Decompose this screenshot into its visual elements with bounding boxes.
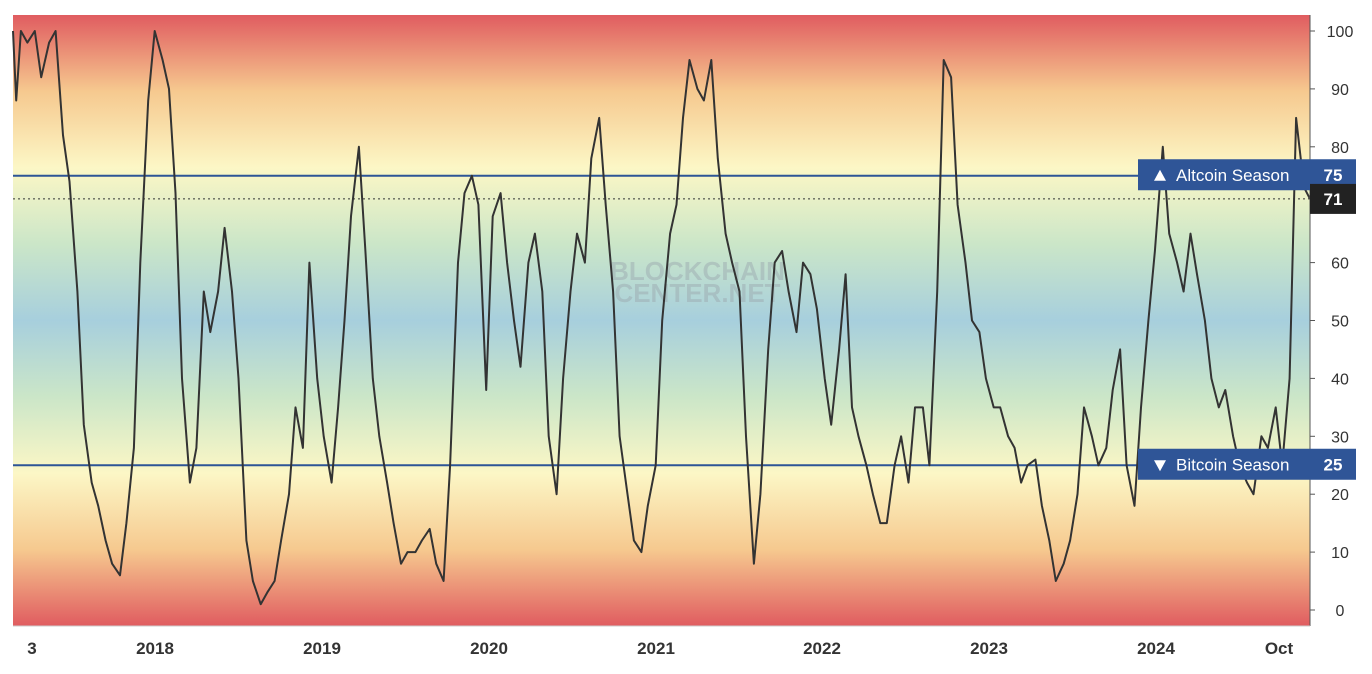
y-axis: 1009080706050403020100 (1310, 24, 1353, 620)
y-tick-label: 50 (1331, 314, 1349, 331)
x-axis: 3 2018 2019 2020 2021 2022 2023 2024 Oct (27, 639, 1293, 658)
x-tick-label: Oct (1265, 639, 1294, 658)
current-value-box (1310, 183, 1356, 214)
bitcoin-season-label-box (1138, 448, 1310, 480)
current-value-label: 71 (1324, 190, 1343, 209)
x-tick-label: 2024 (1137, 639, 1175, 658)
x-tick-label: 2021 (637, 639, 675, 658)
watermark-line-2: CENTER.NET (614, 278, 780, 308)
bitcoin-season-tag: Bitcoin Season 25 (1138, 448, 1356, 480)
x-tick-label: 2018 (136, 639, 174, 658)
y-tick-label: 90 (1331, 82, 1349, 99)
x-tick-label: 2023 (970, 639, 1008, 658)
series-line (12, 30, 1311, 606)
bitcoin-season-label: Bitcoin Season (1176, 455, 1289, 474)
altcoin-season-value: 75 (1324, 166, 1343, 185)
y-tick-label: 100 (1327, 24, 1354, 41)
x-tick-label: 2019 (303, 639, 341, 658)
x-tick-label: 2022 (803, 639, 841, 658)
x-tick-label: 3 (27, 639, 36, 658)
down-triangle-icon (1154, 460, 1166, 472)
y-tick-label: 20 (1331, 487, 1349, 504)
watermark: BLOCKCHAIN CENTER.NET (610, 256, 785, 308)
y-tick-label: 40 (1331, 371, 1349, 388)
y-tick-label: 10 (1331, 545, 1349, 562)
current-value-tag: 71 (1310, 183, 1356, 214)
altcoin-season-label: Altcoin Season (1176, 166, 1289, 185)
y-tick-label: 80 (1331, 140, 1349, 157)
up-triangle-icon (1154, 169, 1166, 181)
y-tick-label: 0 (1336, 603, 1345, 620)
bitcoin-season-value: 25 (1324, 455, 1343, 474)
y-tick-label: 30 (1331, 429, 1349, 446)
altcoin-season-tag: Altcoin Season 75 (1138, 159, 1356, 191)
altcoin-season-label-box (1138, 159, 1310, 191)
bitcoin-season-value-box (1310, 448, 1356, 480)
y-tick-label: 60 (1331, 256, 1349, 273)
x-tick-label: 2020 (470, 639, 508, 658)
watermark-line-1: BLOCKCHAIN (610, 256, 785, 286)
